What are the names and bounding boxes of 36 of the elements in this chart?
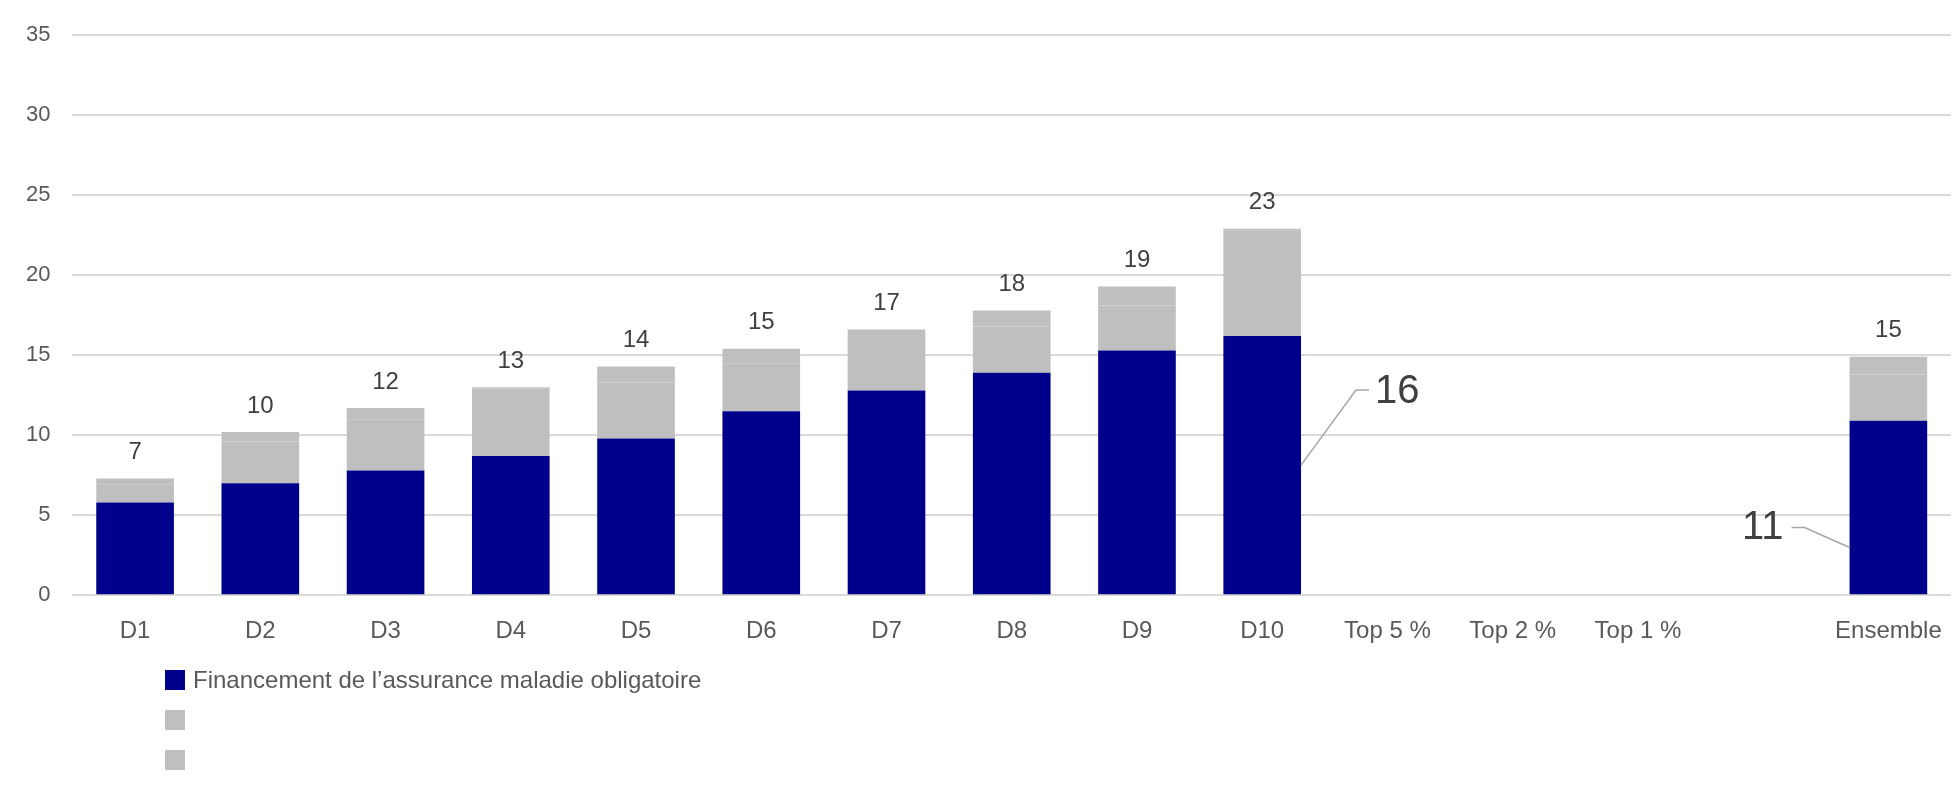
y-tick-label: 0 [38,581,51,607]
y-tick-label: 25 [25,181,51,207]
x-tick-label: D2 [244,616,276,644]
x-tick-label: Top 2 % [1469,616,1557,644]
total-label: 19 [1123,245,1151,273]
y-tick-label: 35 [25,21,51,47]
y-tick-label: 15 [25,341,51,367]
y-tick-label: 5 [38,501,51,527]
x-tick-label: D8 [996,616,1028,644]
x-tick-label: D6 [745,616,777,644]
total-label: 13 [497,345,525,373]
x-tick-label: D1 [119,616,151,644]
x-tick-label: D5 [620,616,652,644]
total-label: 15 [1875,315,1902,343]
total-label: 17 [873,288,900,316]
x-tick-label: D10 [1240,616,1285,644]
y-tick-label: 30 [25,101,51,127]
x-tick-label: Ensemble [1835,616,1942,644]
x-tick-label: Top 1 % [1594,616,1682,644]
total-label: 10 [246,390,274,418]
total-label: 18 [998,269,1026,297]
x-tick-label: D7 [871,616,902,644]
x-tick-label: Top 5 % [1344,616,1431,644]
data-label: 11 [1742,502,1784,547]
y-tick-label: 20 [25,261,51,287]
y-tick-label: 10 [25,421,51,447]
legend-label: Financement de l’assurance maladie obligatoire [193,666,702,694]
total-label: 23 [1248,187,1276,215]
total-label: 15 [747,307,775,335]
x-tick-label: D9 [1121,616,1153,644]
total-label: 7 [128,437,142,465]
x-tick-label: D4 [495,616,527,644]
total-label: 14 [622,325,650,353]
data-label: 16 [1375,367,1420,412]
x-tick-label: D3 [370,616,401,644]
total-label: 12 [372,366,399,394]
